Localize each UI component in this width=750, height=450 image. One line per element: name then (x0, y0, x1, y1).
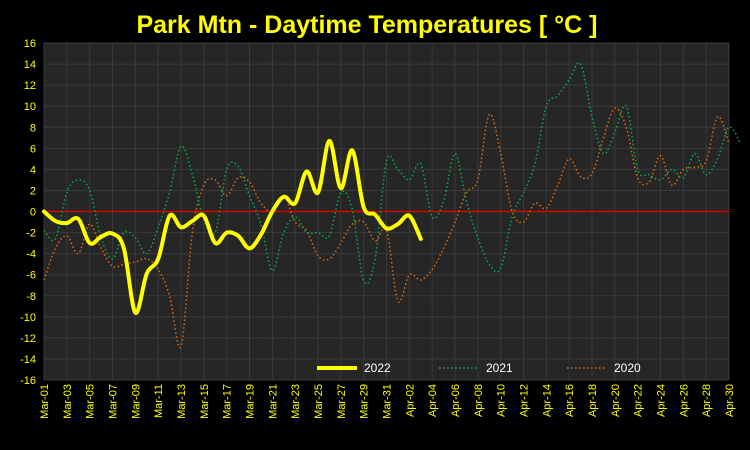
x-tick-label: Mar-07 (108, 384, 120, 419)
x-tick-label: Apr-14 (541, 384, 553, 417)
legend-label-2022: 2022 (364, 361, 391, 375)
x-tick-label: Apr-08 (473, 384, 485, 417)
y-tick-label: 8 (30, 122, 36, 134)
y-tick-label: 0 (30, 207, 36, 219)
x-tick-label: Mar-15 (199, 384, 211, 419)
x-tick-label: Mar-05 (85, 384, 97, 419)
y-tick-label: -10 (20, 312, 36, 324)
y-axis-ticks: 16 14 12 10 8 6 4 2 0 -2 -4 -6 -8 -10 -12 -14 -16 (20, 38, 36, 387)
y-tick-label: -12 (20, 333, 36, 345)
x-tick-label: Mar-17 (222, 384, 234, 419)
x-tick-label: Apr-24 (656, 384, 668, 417)
x-axis-ticks: Mar-01 Mar-03 Mar-05 Mar-07 Mar-09 Mar-11 Mar-… (39, 384, 736, 419)
y-tick-label: 14 (24, 59, 36, 71)
y-tick-label: 10 (24, 101, 36, 113)
x-tick-label: Mar-31 (382, 384, 394, 419)
legend: 2022 2021 2020 (317, 361, 641, 375)
x-tick-label: Apr-10 (496, 384, 508, 417)
x-tick-label: Mar-25 (313, 384, 325, 419)
x-tick-label: Apr-06 (450, 384, 462, 417)
x-tick-label: Apr-28 (701, 384, 713, 417)
x-tick-label: Mar-01 (39, 384, 51, 419)
y-tick-label: -6 (26, 270, 36, 282)
series-lines (42, 62, 742, 349)
x-tick-label: Mar-27 (336, 384, 348, 419)
x-tick-label: Mar-03 (62, 384, 74, 419)
series-line-2022 (42, 138, 423, 315)
x-tick-label: Apr-30 (724, 384, 736, 417)
x-tick-label: Mar-19 (245, 384, 257, 419)
y-tick-label: 4 (30, 164, 36, 176)
x-tick-label: Apr-20 (610, 384, 622, 417)
x-tick-label: Mar-11 (153, 384, 165, 418)
grid-lines (43, 42, 730, 381)
x-tick-label: Apr-16 (564, 384, 576, 417)
x-tick-label: Mar-23 (290, 384, 302, 419)
y-tick-label: 16 (24, 38, 36, 50)
x-tick-label: Apr-02 (404, 384, 416, 417)
x-tick-label: Apr-22 (633, 384, 645, 417)
legend-label-2020: 2020 (614, 361, 641, 375)
y-tick-label: -8 (26, 291, 36, 303)
y-tick-label: 12 (24, 80, 36, 92)
x-tick-label: Apr-12 (519, 384, 531, 417)
x-tick-label: Apr-04 (427, 384, 439, 417)
y-tick-label: -16 (20, 375, 36, 387)
y-tick-label: 2 (30, 185, 36, 197)
y-tick-label: -2 (26, 228, 36, 240)
x-tick-label: Mar-21 (267, 384, 279, 419)
x-tick-label: Mar-09 (130, 384, 142, 419)
y-tick-label: 6 (30, 143, 36, 155)
x-tick-label: Mar-13 (176, 384, 188, 419)
x-tick-label: Mar-29 (359, 384, 371, 419)
legend-label-2021: 2021 (486, 361, 513, 375)
y-tick-label: -14 (20, 354, 36, 366)
x-tick-label: Apr-26 (678, 384, 690, 417)
x-tick-label: Apr-18 (587, 384, 599, 417)
chart-title: Park Mtn - Daytime Temperatures [ °C ] (136, 11, 597, 39)
y-tick-label: -4 (26, 249, 36, 261)
